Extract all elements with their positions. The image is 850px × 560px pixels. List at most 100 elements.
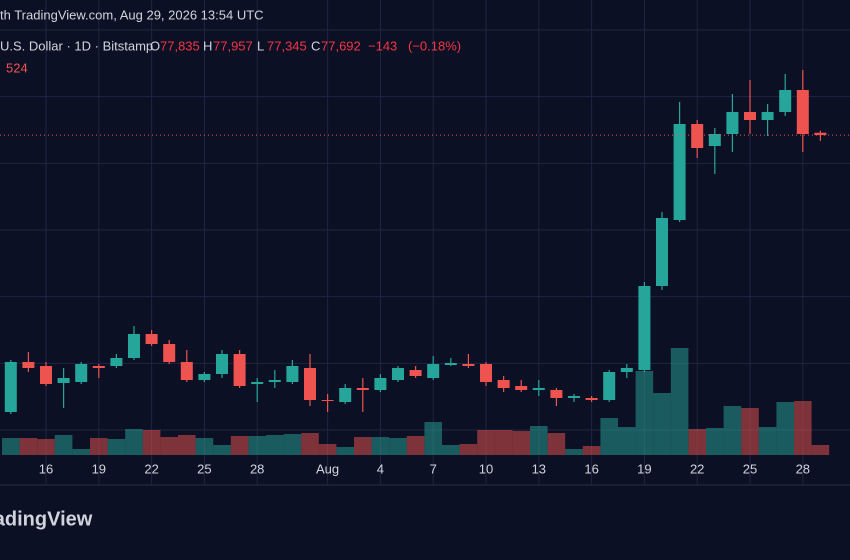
- volume-bar: [723, 405, 742, 455]
- ohlc-letter: C: [311, 38, 320, 53]
- x-tick-label: 25: [743, 461, 757, 476]
- ohlc-value: 77,835: [160, 38, 200, 53]
- watermark: radingView: [0, 508, 93, 530]
- candle-body: [163, 344, 176, 362]
- candle-body: [779, 90, 792, 112]
- volume-bar: [195, 437, 214, 455]
- x-tick-label: 13: [532, 461, 546, 476]
- candle-body: [198, 374, 211, 380]
- candle-body: [673, 124, 686, 220]
- candle-body: [145, 334, 158, 344]
- volume-label: 524: [6, 60, 28, 75]
- volume-bar: [336, 447, 354, 455]
- candle-body: [304, 368, 316, 400]
- candle-body: [568, 396, 580, 398]
- candle-body: [761, 112, 774, 120]
- candle-body: [638, 286, 651, 370]
- x-tick-label: 25: [197, 461, 211, 476]
- volume-bar: [547, 432, 566, 455]
- symbol-line: U.S. Dollar · 1D · Bitstamp: [0, 38, 153, 53]
- volume-bar: [530, 425, 548, 455]
- candle-body: [251, 382, 264, 384]
- ohlc-letter: H: [203, 38, 212, 53]
- x-tick-label: 22: [690, 461, 704, 476]
- volume-pane: [2, 347, 830, 455]
- x-tick-label: 4: [377, 461, 384, 476]
- candle-body: [4, 362, 17, 412]
- candle-body: [497, 380, 510, 388]
- volume-bar: [582, 445, 601, 455]
- volume-bar: [512, 430, 530, 455]
- candle-body: [180, 362, 193, 380]
- volume-bar: [459, 444, 478, 455]
- candle-body: [532, 388, 545, 390]
- ohlc-value: 77,692: [321, 38, 361, 53]
- x-tick-label: 10: [479, 461, 493, 476]
- candle-body: [268, 380, 281, 382]
- candle-body: [321, 400, 334, 401]
- volume-bar: [442, 445, 460, 455]
- candle-body: [480, 364, 492, 382]
- change-pct: (−0.18%): [408, 38, 461, 53]
- candle-body: [233, 354, 246, 386]
- candle-body: [216, 354, 228, 374]
- volume-bar: [389, 437, 407, 455]
- volume-bar: [213, 445, 231, 455]
- volume-bar: [248, 435, 266, 455]
- candle-body: [339, 388, 352, 402]
- volume-bar: [758, 427, 777, 455]
- candle-body: [40, 366, 52, 384]
- volume-bar: [618, 427, 636, 455]
- volume-bar: [266, 435, 284, 455]
- candle-body: [110, 358, 123, 366]
- volume-bar: [19, 437, 38, 455]
- x-tick-label: 19: [92, 461, 106, 476]
- volume-bar: [90, 437, 108, 455]
- volume-bar: [670, 347, 689, 455]
- volume-bar: [230, 435, 249, 455]
- candle-body: [92, 366, 105, 368]
- volume-bar: [72, 449, 90, 455]
- volume-bar: [565, 449, 583, 455]
- candle-body: [286, 366, 299, 382]
- candle-body: [708, 134, 721, 146]
- volume-bar: [125, 429, 143, 455]
- volume-bar: [406, 435, 425, 455]
- volume-bar: [653, 392, 671, 455]
- candle-body: [603, 372, 616, 400]
- ohlc-letter: O: [150, 38, 160, 53]
- candle-body: [356, 388, 369, 390]
- volume-bar: [178, 435, 196, 455]
- candle-body: [620, 368, 633, 372]
- time-axis: 31619222528Aug4710131619222528: [39, 461, 810, 476]
- ohlc-value: 77,957: [213, 38, 253, 53]
- candle-body: [444, 363, 457, 365]
- candle-body: [22, 362, 35, 368]
- volume-bar: [477, 430, 495, 455]
- x-tick-label: 28: [796, 461, 810, 476]
- source-line: th TradingView.com, Aug 29, 2026 13:54 U…: [0, 7, 264, 22]
- x-tick-label: 7: [430, 461, 437, 476]
- change: −143: [368, 38, 397, 53]
- candle-body: [409, 370, 422, 376]
- x-tick-label: Aug: [316, 461, 339, 476]
- x-tick-label: 28: [250, 461, 264, 476]
- candle-body: [374, 378, 387, 390]
- volume-bar: [301, 432, 319, 455]
- candle-body: [427, 364, 440, 378]
- volume-bar: [54, 435, 73, 455]
- candle-body: [462, 364, 475, 366]
- volume-bar: [494, 430, 513, 455]
- ohlc-value: 77,345: [267, 38, 307, 53]
- volume-bar: [741, 407, 759, 455]
- candle-body: [57, 378, 70, 383]
- volume-bar: [600, 417, 618, 455]
- volume-bar: [2, 437, 20, 455]
- x-tick-label: 16: [39, 461, 53, 476]
- candle-body: [515, 386, 528, 390]
- volume-bar: [635, 370, 654, 455]
- volume-bar: [706, 427, 724, 455]
- candle-body: [392, 368, 404, 380]
- candle-body: [585, 398, 598, 400]
